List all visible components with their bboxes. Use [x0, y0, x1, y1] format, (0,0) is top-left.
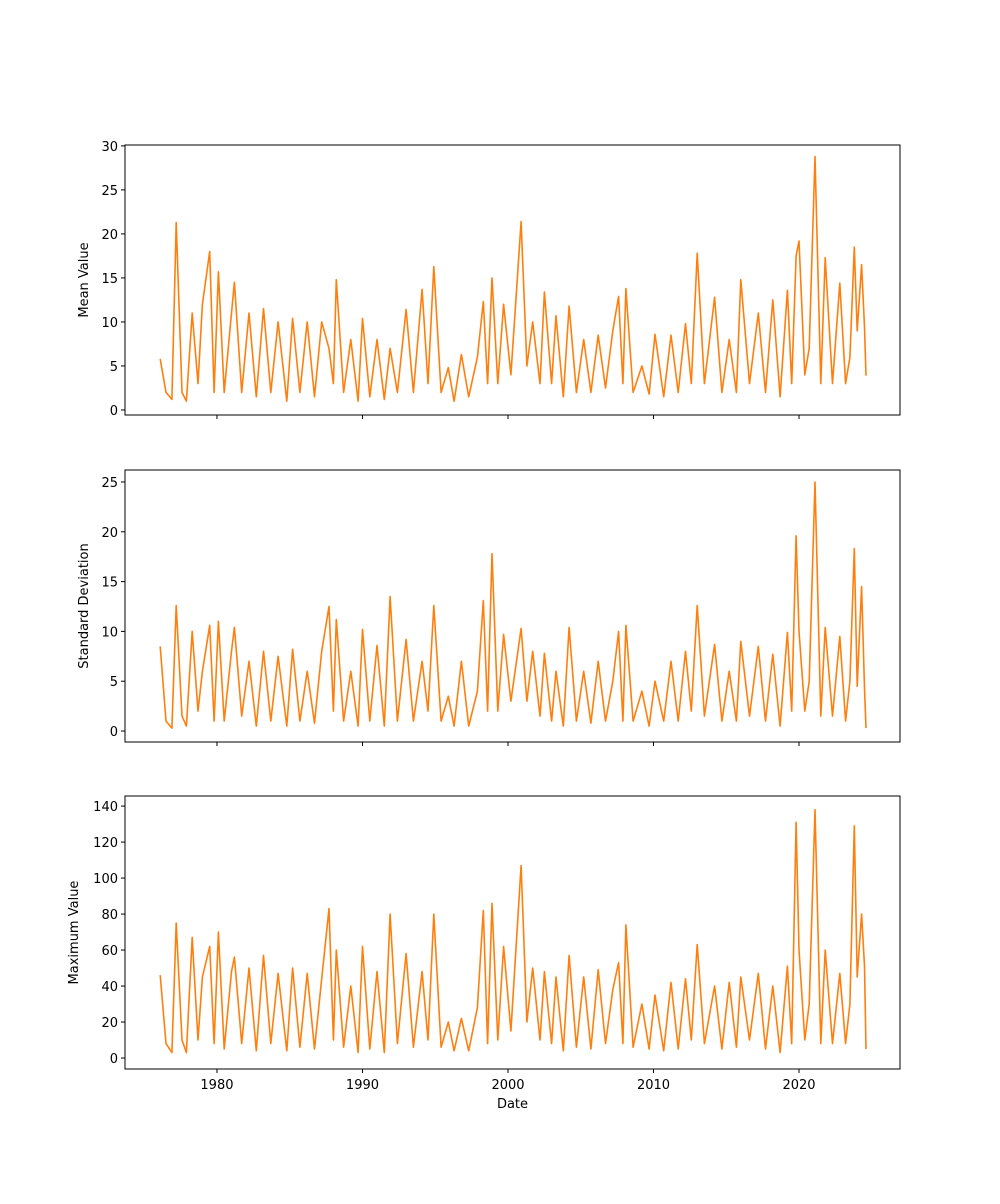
axes-frame — [124, 144, 901, 416]
y-tick-label: 30 — [101, 140, 118, 155]
y-tick-label: 40 — [101, 980, 118, 995]
x-tick-label: 2010 — [637, 1078, 670, 1093]
x-tick-label: 1990 — [346, 1078, 379, 1093]
y-tick-label: 10 — [101, 625, 118, 640]
axes-frame — [124, 469, 901, 743]
y-tick-label: 80 — [101, 908, 118, 923]
y-axis-label: Standard Deviation — [77, 543, 92, 668]
y-tick-label: 0 — [110, 404, 118, 419]
x-tick-label: 1980 — [200, 1078, 233, 1093]
y-tick-label: 140 — [93, 800, 118, 815]
y-tick-label: 60 — [101, 944, 118, 959]
y-axis-label: Maximum Value — [67, 881, 82, 985]
x-tick-label: 2020 — [782, 1078, 815, 1093]
data-line — [159, 481, 867, 729]
y-tick-label: 5 — [110, 360, 118, 375]
y-tick-label: 20 — [101, 228, 118, 243]
x-axis-label: Date — [497, 1097, 528, 1112]
y-tick-label: 5 — [110, 675, 118, 690]
y-tick-label: 0 — [110, 1052, 118, 1067]
data-line — [159, 808, 867, 1054]
y-axis-label: Mean Value — [77, 242, 92, 317]
y-tick-label: 20 — [101, 526, 118, 541]
y-tick-label: 20 — [101, 1016, 118, 1031]
y-tick-label: 10 — [101, 316, 118, 331]
y-tick-label: 100 — [93, 872, 118, 887]
y-tick-label: 25 — [101, 476, 118, 491]
y-tick-label: 15 — [101, 576, 118, 591]
y-tick-label: 0 — [110, 725, 118, 740]
y-tick-label: 25 — [101, 184, 118, 199]
x-tick-label: 2000 — [491, 1078, 524, 1093]
y-tick-label: 120 — [93, 836, 118, 851]
axes-frame — [124, 795, 901, 1070]
data-line — [159, 155, 867, 402]
y-tick-label: 15 — [101, 272, 118, 287]
